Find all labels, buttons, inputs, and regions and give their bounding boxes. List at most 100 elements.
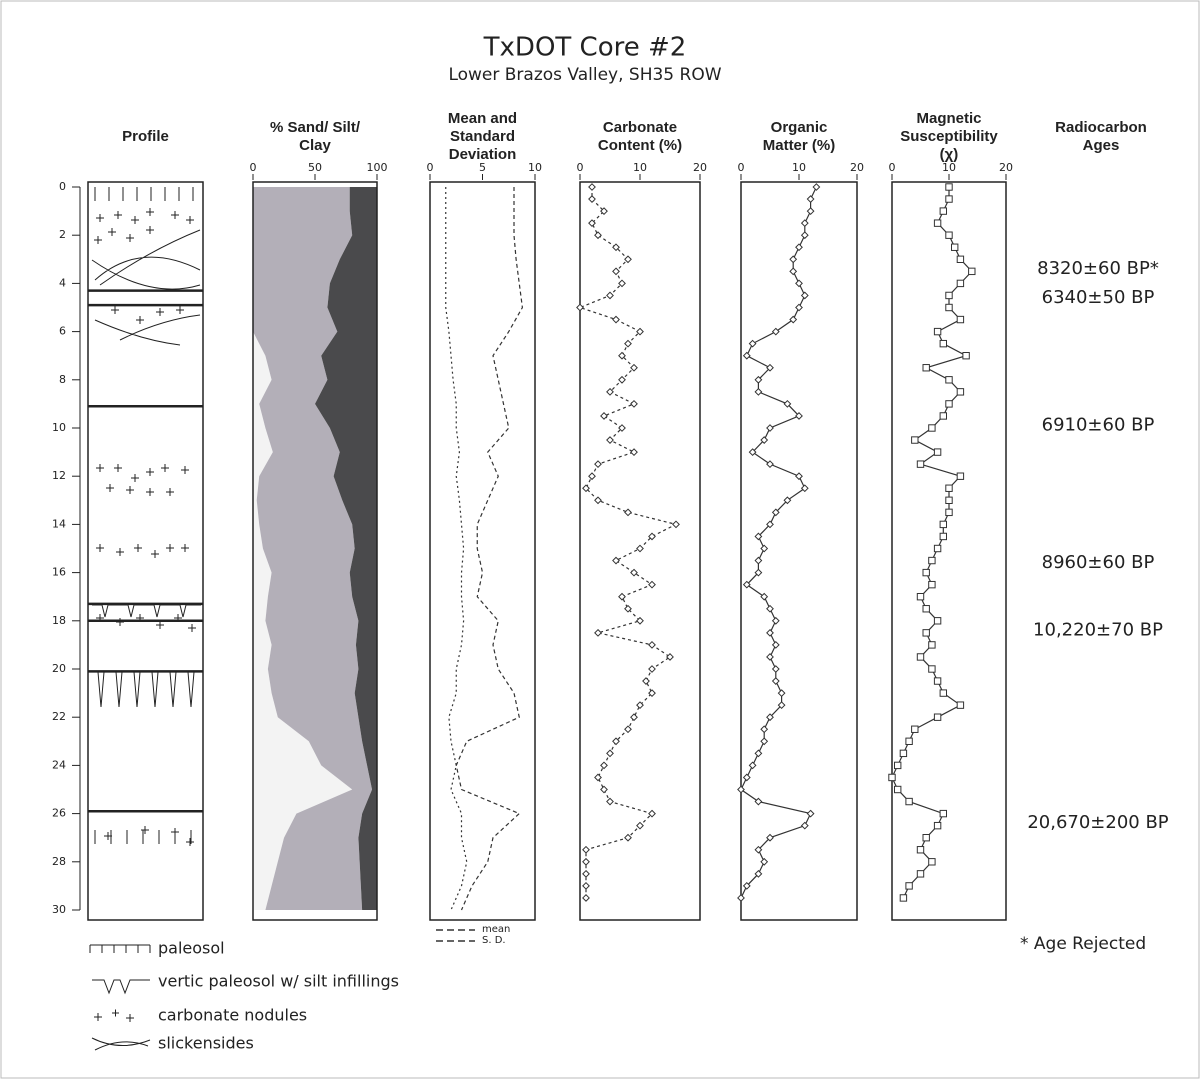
legend-label: vertic paleosol w/ silt infillings (158, 972, 399, 991)
marker (760, 436, 769, 444)
area (253, 187, 353, 910)
marker (760, 857, 769, 866)
marker (933, 219, 942, 227)
y-tick-label: 14 (52, 517, 66, 530)
marker (606, 436, 614, 444)
legend-label: carbonate nodules (158, 1006, 307, 1025)
marker (922, 834, 930, 842)
marker (962, 352, 970, 360)
marker (618, 592, 626, 601)
marker (612, 315, 620, 324)
panel-title: Ages (1083, 137, 1120, 154)
panel-title: Content (%) (598, 137, 682, 154)
panel-frame (87, 181, 204, 921)
marker (742, 773, 751, 782)
marker (636, 821, 644, 830)
marker (922, 605, 930, 613)
marker (939, 520, 947, 529)
marker (754, 375, 763, 384)
marker (766, 628, 774, 637)
marker (789, 315, 798, 324)
marker (905, 882, 913, 890)
marker (594, 460, 602, 469)
marker (618, 375, 626, 384)
marker (618, 351, 626, 360)
marker (766, 833, 774, 842)
marker (766, 363, 774, 372)
marker (624, 725, 632, 734)
marker (606, 291, 614, 300)
chart-subtitle: Lower Brazos Valley, SH35 ROW (448, 65, 721, 85)
profile-symbols (91, 187, 201, 846)
x-tick-label: 100 (367, 161, 388, 174)
marker (748, 761, 757, 770)
marker (789, 255, 798, 264)
x-tick-label: 0 (250, 161, 257, 174)
marker (956, 701, 965, 709)
marker (612, 267, 620, 276)
x-tick-label: 0 (577, 161, 584, 174)
y-tick-label: 22 (52, 710, 66, 723)
marker (582, 869, 590, 878)
marker (905, 797, 913, 806)
marker (594, 628, 602, 637)
marker (939, 809, 947, 818)
marker (582, 894, 590, 902)
marker (766, 460, 774, 469)
x-tick-label: 10 (633, 161, 647, 174)
marker (812, 183, 821, 191)
marker (742, 580, 751, 589)
y-tick-label: 18 (52, 614, 66, 627)
marker (606, 797, 614, 806)
marker (800, 231, 809, 240)
marker (582, 845, 590, 854)
marker (956, 472, 965, 480)
marker (630, 448, 638, 457)
marker (754, 532, 763, 541)
marker (795, 303, 803, 312)
footnote: * Age Rejected (1020, 934, 1146, 954)
series-line (455, 187, 524, 911)
age-label: 8320±60 BP* (1037, 258, 1159, 279)
panel-title: Matter (%) (763, 137, 836, 154)
panel-frame (891, 181, 1007, 921)
marker (933, 448, 942, 456)
x-tick-label: 0 (427, 161, 434, 174)
y-tick-label: 6 (59, 325, 66, 338)
panel-title: % Sand/ Silt/ (270, 119, 361, 136)
marker (777, 689, 786, 698)
marker (945, 183, 953, 191)
marker (968, 267, 976, 276)
marker (754, 556, 763, 565)
marker (636, 701, 644, 710)
marker (742, 351, 751, 360)
marker (945, 303, 953, 312)
marker (945, 231, 953, 239)
marker (754, 869, 763, 878)
x-tick-label: 50 (308, 161, 322, 174)
y-tick-label: 30 (52, 903, 66, 916)
marker (612, 737, 620, 746)
panel-frame (740, 181, 858, 921)
marker (588, 219, 596, 228)
marker (606, 749, 614, 758)
area (315, 187, 377, 910)
profile-glyphs (91, 187, 201, 846)
marker (894, 761, 902, 770)
y-tick-label: 26 (52, 807, 66, 820)
area (253, 187, 373, 910)
age-label: 8960±60 BP (1042, 552, 1155, 573)
marker (771, 327, 780, 336)
marker (939, 412, 947, 420)
marker (748, 339, 757, 348)
marker (771, 616, 780, 625)
marker (899, 894, 908, 902)
panel-title: Mean and (448, 110, 517, 127)
marker (939, 339, 947, 348)
y-tick-label: 28 (52, 855, 66, 868)
marker (945, 400, 953, 408)
marker (600, 785, 608, 794)
marker (939, 689, 947, 697)
marker (600, 761, 608, 770)
